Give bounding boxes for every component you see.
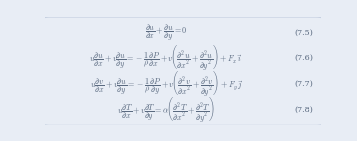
Text: (7.7): (7.7) bbox=[294, 80, 313, 88]
Text: $u\dfrac{\partial T}{\partial x}+v\dfrac{\partial T}{\partial y}=\alpha\!\left(\: $u\dfrac{\partial T}{\partial x}+v\dfrac… bbox=[117, 96, 215, 124]
Text: (7.5): (7.5) bbox=[294, 29, 313, 37]
Text: $u\dfrac{\partial u}{\partial x}+v\dfrac{\partial u}{\partial y}=-\dfrac{1}{\rho: $u\dfrac{\partial u}{\partial x}+v\dfrac… bbox=[90, 44, 243, 72]
Text: $\dfrac{\partial u}{\partial x}+\dfrac{\partial u}{\partial y}=0$: $\dfrac{\partial u}{\partial x}+\dfrac{\… bbox=[145, 22, 188, 43]
Text: (7.8): (7.8) bbox=[294, 106, 313, 114]
FancyBboxPatch shape bbox=[42, 17, 324, 125]
Text: $u\dfrac{\partial v}{\partial x}+v\dfrac{\partial u}{\partial y}=-\dfrac{1}{\rho: $u\dfrac{\partial v}{\partial x}+v\dfrac… bbox=[90, 70, 243, 98]
Text: (7.6): (7.6) bbox=[294, 54, 313, 62]
